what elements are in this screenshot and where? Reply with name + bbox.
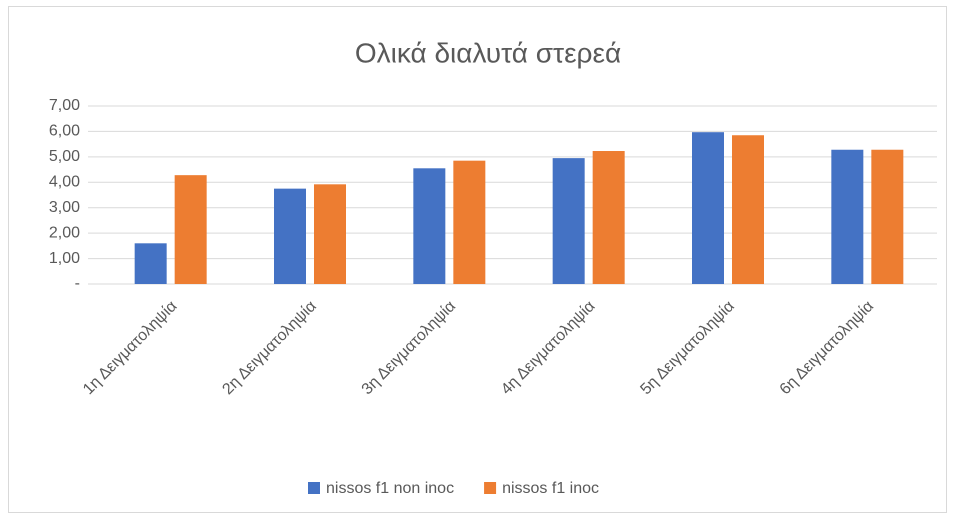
y-tick-label: -	[75, 275, 80, 292]
bar	[732, 135, 764, 284]
bar	[413, 168, 446, 284]
y-tick-label: 6,00	[49, 123, 80, 140]
y-tick-label: 7,00	[49, 97, 80, 114]
bar	[453, 160, 486, 284]
chart-title: Ολικά διαλυτά στερεά	[355, 37, 621, 68]
bar	[174, 175, 207, 284]
bar	[274, 188, 306, 284]
legend-swatch	[308, 482, 320, 494]
bar	[831, 149, 864, 284]
bar	[134, 243, 167, 284]
y-tick-label: 3,00	[49, 199, 80, 216]
bar	[314, 184, 346, 284]
bar	[592, 151, 625, 284]
y-tick-label: 2,00	[49, 224, 80, 241]
y-tick-label: 5,00	[49, 148, 80, 165]
bar	[871, 149, 904, 284]
y-tick-label: 1,00	[49, 250, 80, 267]
legend-swatch	[484, 482, 497, 494]
y-tick-label: 4,00	[49, 174, 80, 191]
bar	[552, 158, 585, 284]
legend-label: nissos f1 inoc	[502, 480, 599, 497]
bar	[692, 132, 724, 284]
legend-label: nissos f1 non inoc	[326, 480, 454, 497]
